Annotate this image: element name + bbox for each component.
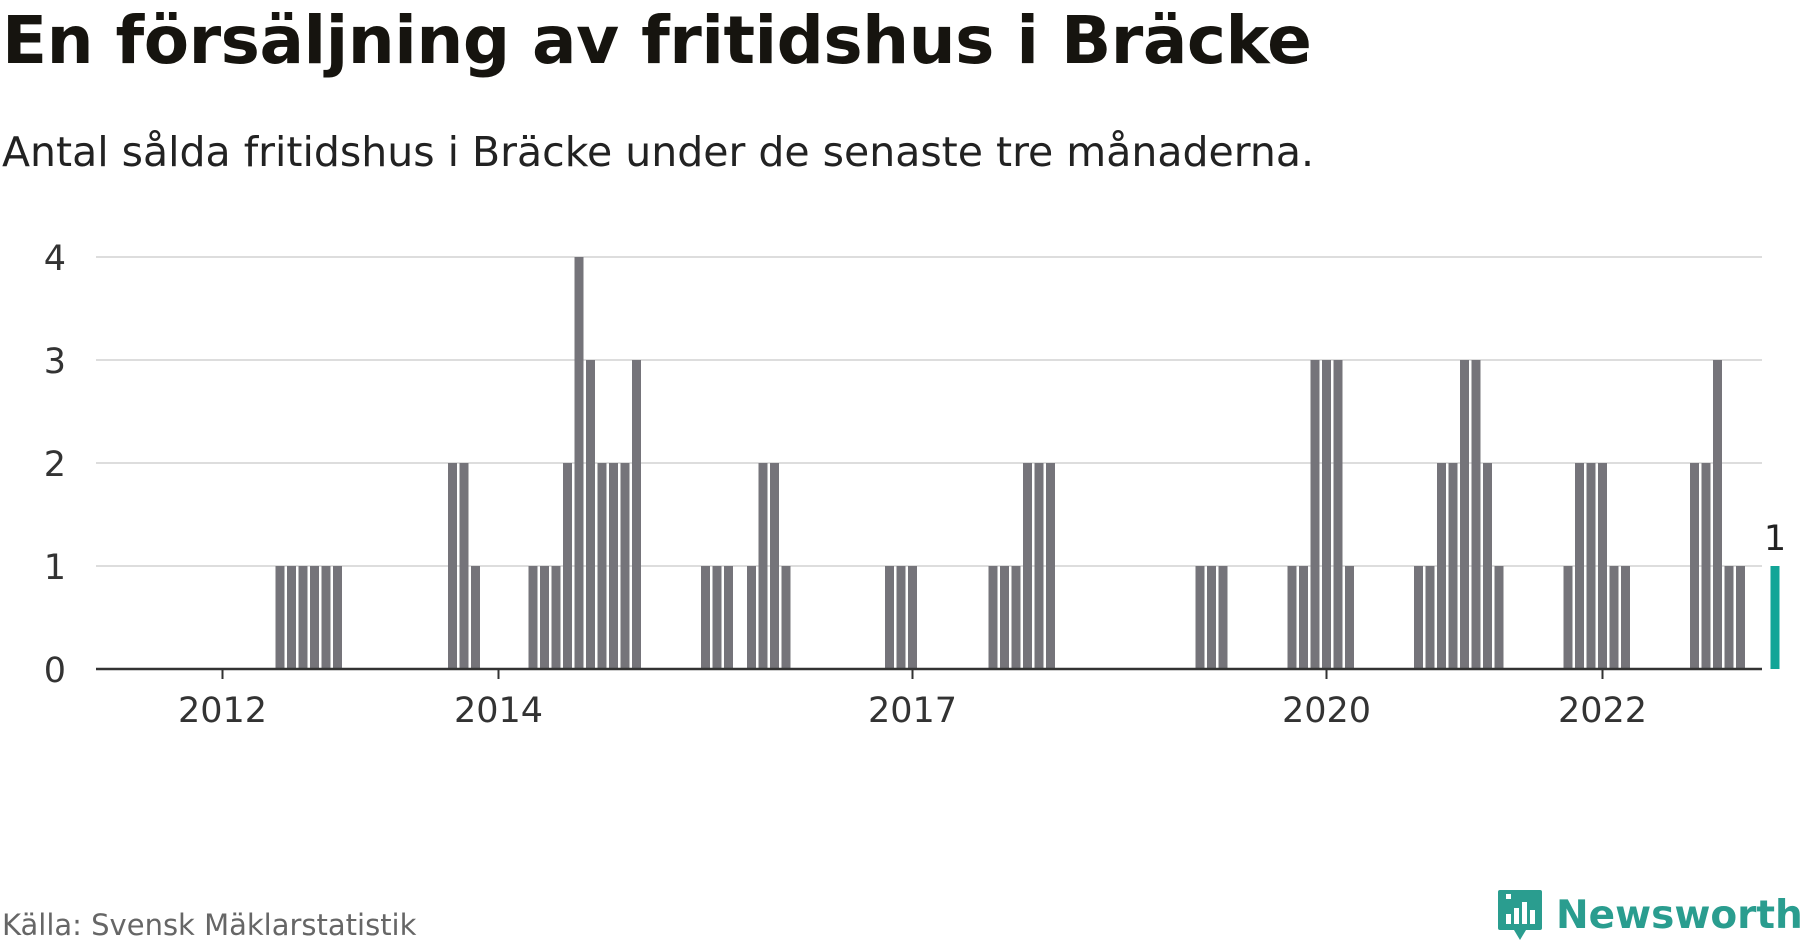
bar xyxy=(1414,566,1423,669)
bar xyxy=(471,566,480,669)
bar xyxy=(1460,360,1469,669)
data-label: 1 xyxy=(1764,519,1786,559)
bar xyxy=(1563,566,1573,669)
bar xyxy=(1701,463,1711,669)
bar xyxy=(551,566,561,669)
bar xyxy=(1425,566,1435,669)
bar xyxy=(620,463,630,669)
y-tick-label: 4 xyxy=(44,239,66,279)
bar xyxy=(896,566,906,669)
bar xyxy=(770,463,779,669)
chart-subtitle: Antal sålda fritidshus i Bräcke under de… xyxy=(2,128,1314,176)
x-tick-label: 2022 xyxy=(1558,691,1647,731)
bar xyxy=(1483,463,1492,669)
bar xyxy=(574,257,584,669)
x-tick-label: 2014 xyxy=(454,691,543,731)
bar xyxy=(1000,566,1009,669)
chart-title: En försäljning av fritidshus i Bräcke xyxy=(2,2,1312,79)
x-tick-label: 2017 xyxy=(868,691,957,731)
bar xyxy=(1437,463,1446,669)
bar xyxy=(758,463,768,669)
newsworthy-chart-logo-icon xyxy=(1498,890,1542,940)
bar xyxy=(1736,566,1745,669)
bar xyxy=(1023,463,1032,669)
bar xyxy=(321,566,331,669)
bar xyxy=(1690,463,1699,669)
bar xyxy=(1333,360,1343,669)
bar xyxy=(528,566,538,669)
bar xyxy=(1448,463,1458,669)
bar xyxy=(459,463,469,669)
bar xyxy=(586,360,595,669)
bar xyxy=(908,566,917,669)
bar xyxy=(448,463,457,669)
bar xyxy=(1299,566,1308,669)
bars xyxy=(275,257,1780,669)
bar xyxy=(1713,360,1722,669)
bar xyxy=(1621,566,1630,669)
bar-chart: 0 1 2 3 4 2012 2014 2017 2020 2022 1 xyxy=(44,239,1786,731)
bar xyxy=(1609,566,1619,669)
bar xyxy=(287,566,296,669)
bar xyxy=(1287,566,1297,669)
bar xyxy=(1586,463,1596,669)
x-axis-tick-labels: 2012 2014 2017 2020 2022 xyxy=(178,691,1647,731)
bar xyxy=(1345,566,1354,669)
bar xyxy=(1494,566,1504,669)
bar xyxy=(1598,463,1607,669)
bar xyxy=(1322,360,1331,669)
brand-logo[interactable]: Newsworthy xyxy=(1496,888,1800,942)
y-tick-label: 0 xyxy=(44,651,66,691)
bar xyxy=(1218,566,1228,669)
bar xyxy=(885,566,894,669)
data-labels: 1 xyxy=(1764,519,1786,559)
highlight-bar xyxy=(1770,566,1780,669)
bar xyxy=(1011,566,1021,669)
bar xyxy=(1195,566,1205,669)
bar xyxy=(1575,463,1584,669)
bar xyxy=(310,566,319,669)
bar xyxy=(540,566,549,669)
bar xyxy=(298,566,308,669)
bar xyxy=(1034,463,1044,669)
x-tick-label: 2012 xyxy=(178,691,267,731)
y-tick-label: 3 xyxy=(44,342,66,382)
bar xyxy=(632,360,641,669)
bar xyxy=(701,566,710,669)
bar xyxy=(609,463,618,669)
bar xyxy=(747,566,756,669)
y-axis-tick-labels: 0 1 2 3 4 xyxy=(44,239,66,691)
bar xyxy=(1207,566,1216,669)
bar xyxy=(1471,360,1481,669)
bar xyxy=(1046,463,1055,669)
bar xyxy=(1724,566,1734,669)
x-tick-label: 2020 xyxy=(1282,691,1371,731)
bar xyxy=(563,463,572,669)
bar xyxy=(275,566,285,669)
y-tick-label: 2 xyxy=(44,445,66,485)
bar xyxy=(333,566,342,669)
bar xyxy=(781,566,791,669)
bar xyxy=(724,566,733,669)
y-tick-label: 1 xyxy=(44,548,66,588)
x-axis xyxy=(96,667,1762,679)
source-note: Källa: Svensk Mäklarstatistik xyxy=(2,908,417,942)
gridlines xyxy=(96,256,1762,567)
bar xyxy=(712,566,722,669)
bar xyxy=(988,566,998,669)
bar xyxy=(597,463,607,669)
bar xyxy=(1310,360,1320,669)
brand-name: Newsworthy xyxy=(1556,892,1800,938)
